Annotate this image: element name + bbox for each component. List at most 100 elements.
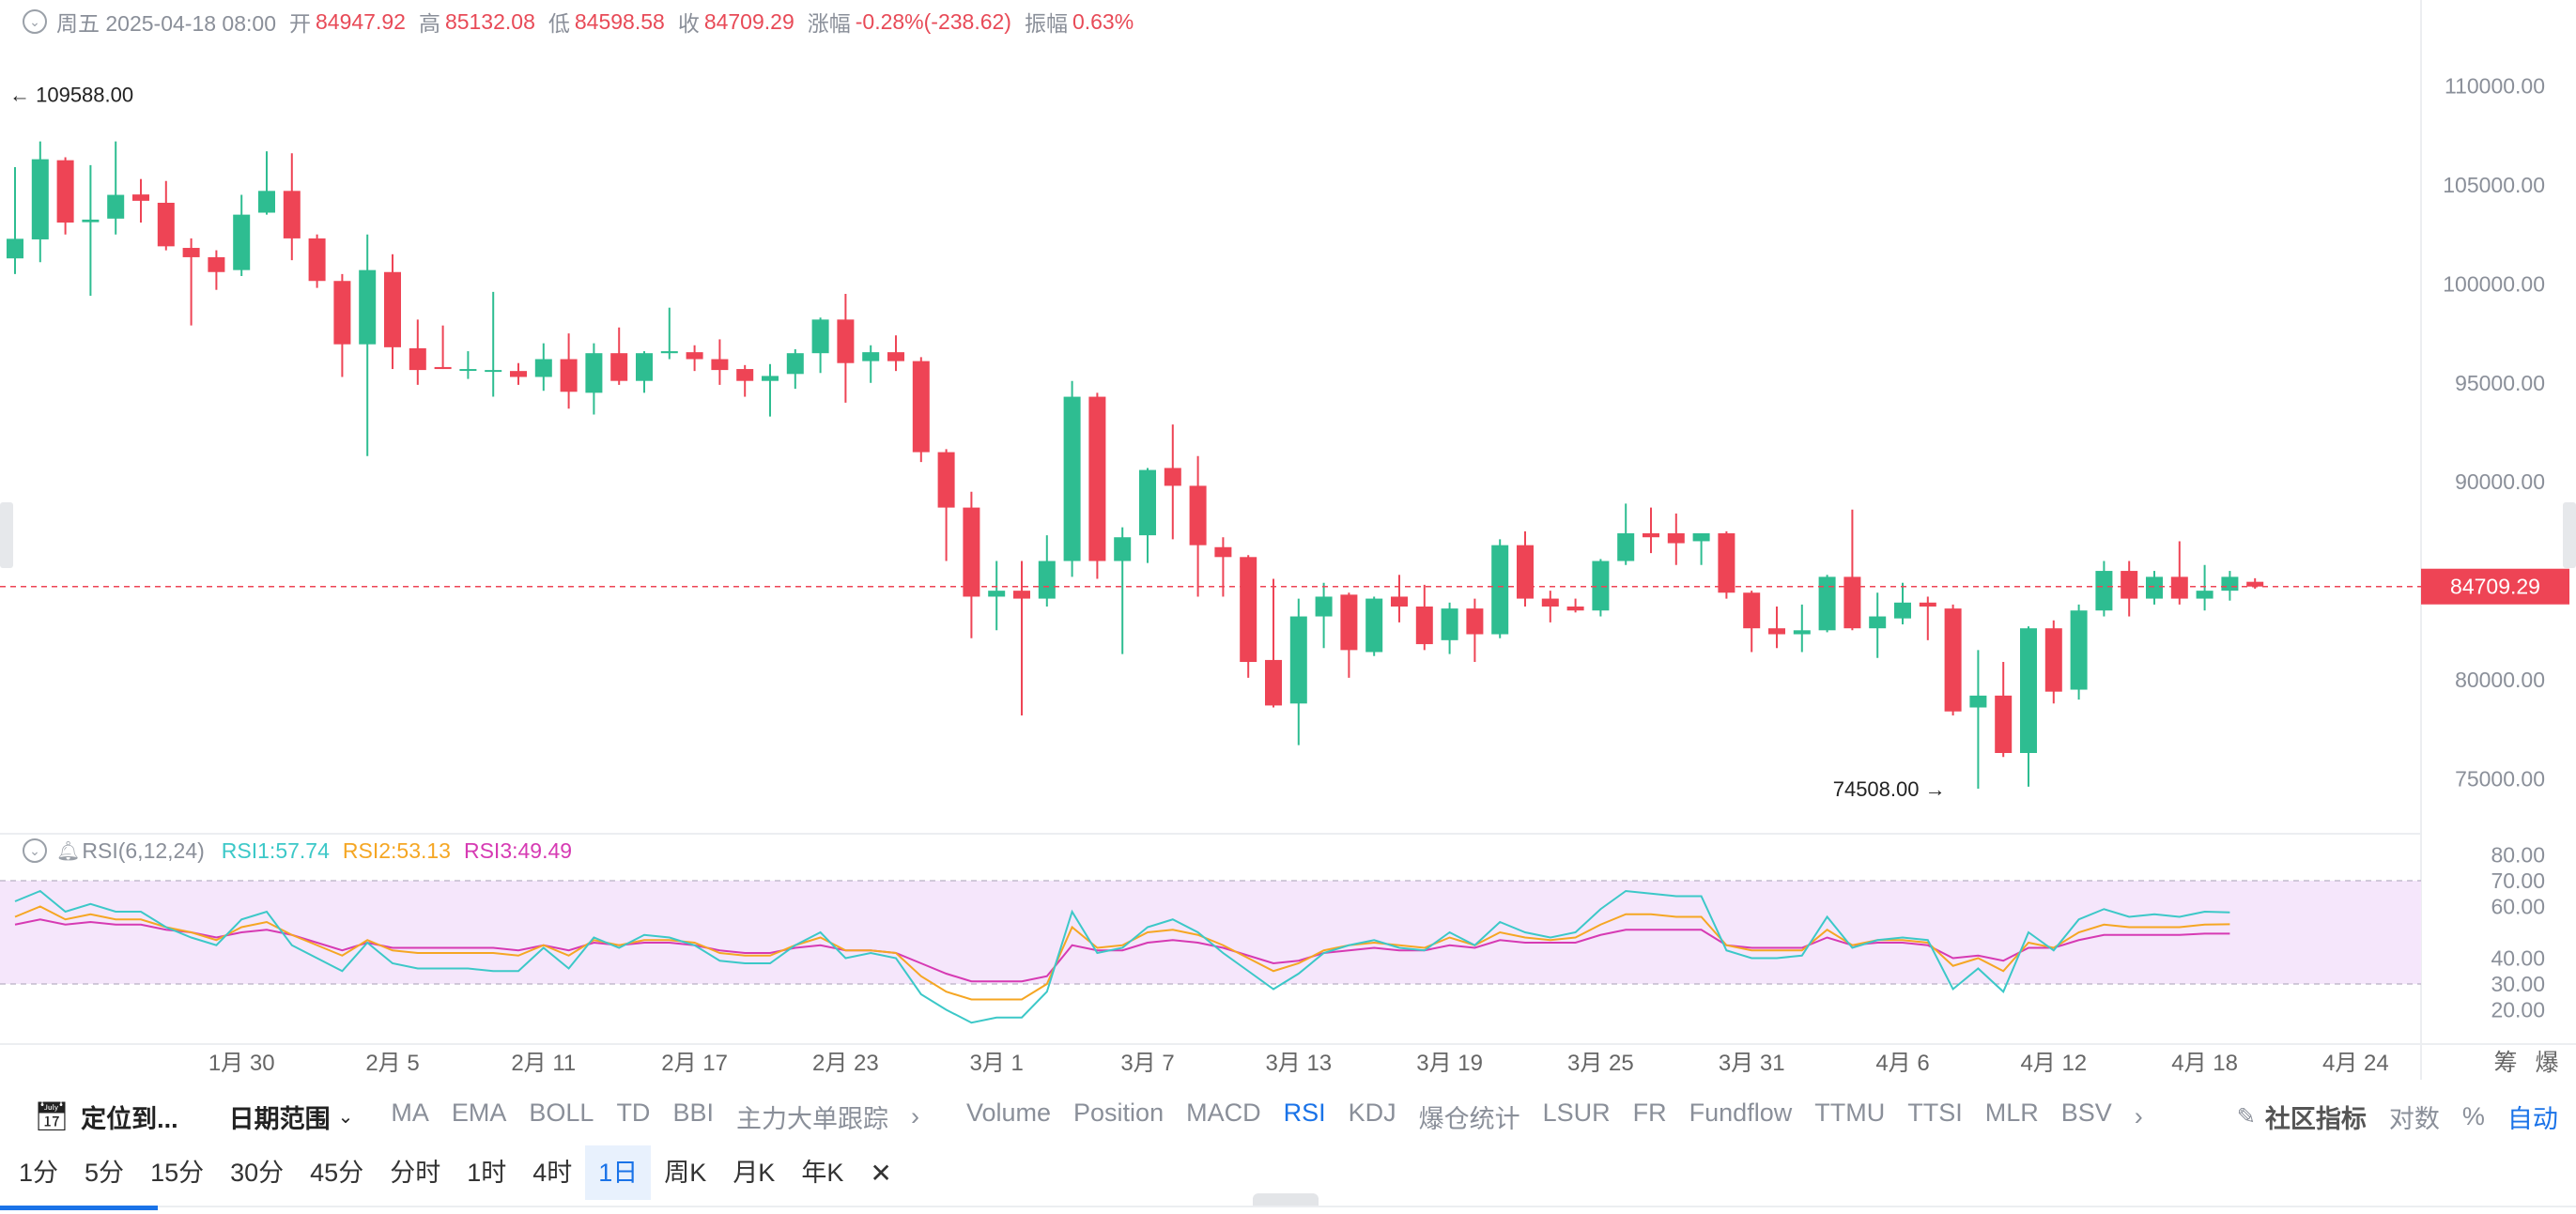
chevron-down-icon[interactable]: ⌄ bbox=[23, 9, 47, 34]
sub-indicator-6[interactable]: LSUR bbox=[1542, 1098, 1611, 1127]
liquidation-button[interactable]: 爆 bbox=[2535, 1050, 2558, 1076]
rsi-tick-label: 70.00 bbox=[2491, 868, 2545, 893]
time-tick-label: 3月 19 bbox=[1416, 1051, 1483, 1076]
panel-resize-handle[interactable] bbox=[1253, 1193, 1319, 1206]
candle-body bbox=[988, 591, 1006, 597]
chevron-down-icon[interactable]: ⌄ bbox=[337, 1106, 354, 1128]
timeframe-7[interactable]: 4时 bbox=[532, 1159, 573, 1187]
indicator-0[interactable]: MA bbox=[391, 1098, 429, 1127]
sub-indicator-10[interactable]: TTSI bbox=[1907, 1098, 1963, 1127]
candle-body bbox=[1919, 602, 1936, 607]
time-tick-label: 3月 25 bbox=[1567, 1051, 1634, 1076]
current-price-tag bbox=[2421, 568, 2569, 605]
candle-body bbox=[333, 281, 351, 345]
log-scale-button[interactable]: 对数 bbox=[2388, 1104, 2440, 1133]
indicator-1[interactable]: EMA bbox=[451, 1098, 507, 1127]
kline-chart[interactable]: 110000.00 105000.00 100000.00 95000.00 90000… bbox=[0, 0, 2576, 1080]
candle-body bbox=[686, 352, 703, 360]
max-price-annotation: ← 109588.00 bbox=[9, 83, 133, 106]
auto-scale-button[interactable]: 自动 bbox=[2507, 1104, 2558, 1133]
time-tick-label: 3月 1 bbox=[970, 1051, 1024, 1076]
candle-body bbox=[1441, 608, 1458, 640]
open-value: 84947.92 bbox=[316, 8, 406, 34]
timeframe-1[interactable]: 5分 bbox=[85, 1159, 125, 1187]
time-tick-label: 4月 24 bbox=[2322, 1051, 2389, 1076]
indicator-5[interactable]: 主力大单跟踪 bbox=[735, 1104, 888, 1133]
chip-distribution-button[interactable]: 筹 bbox=[2493, 1050, 2517, 1076]
indicator-2[interactable]: BOLL bbox=[529, 1098, 594, 1127]
edit-icon[interactable]: ✎ bbox=[2236, 1103, 2256, 1129]
timeframe-11[interactable]: 年K bbox=[801, 1159, 844, 1187]
left-panel-tab[interactable] bbox=[0, 502, 13, 568]
date-range-button[interactable]: 日期范围 bbox=[228, 1104, 331, 1133]
timeframe-5[interactable]: 分时 bbox=[390, 1159, 441, 1187]
timeframe-8[interactable]: 1日 bbox=[585, 1145, 652, 1200]
candle-body bbox=[2196, 591, 2214, 599]
community-indicator-button[interactable]: 社区指标 bbox=[2264, 1104, 2367, 1133]
sub-indicator-1[interactable]: Position bbox=[1073, 1098, 1165, 1127]
timeframe-10[interactable]: 月K bbox=[733, 1159, 776, 1187]
right-panel-tab[interactable] bbox=[2563, 502, 2576, 568]
sub-indicator-12[interactable]: BSV bbox=[2060, 1098, 2112, 1127]
price-tick-label: 105000.00 bbox=[2443, 173, 2545, 197]
timeframe-bar: 1分 5分 15分 30分 45分 分时 1时 4时 1日 周K 月K 年K ✕ bbox=[0, 1145, 905, 1200]
sub-indicator-7[interactable]: FR bbox=[1632, 1098, 1667, 1127]
amplitude-label: 振幅 bbox=[1024, 11, 1068, 36]
change-value: -0.28%(-238.62) bbox=[855, 8, 1011, 34]
candle-body bbox=[283, 191, 301, 238]
locate-button[interactable]: 定位到... bbox=[81, 1104, 178, 1133]
sub-indicator-2[interactable]: MACD bbox=[1186, 1098, 1261, 1127]
candle-body bbox=[786, 353, 804, 375]
candle-body bbox=[1818, 576, 1836, 631]
chevron-down-icon[interactable]: ⌄ bbox=[23, 838, 47, 863]
timeframe-0[interactable]: 1分 bbox=[19, 1159, 59, 1187]
candle-body bbox=[2020, 628, 2037, 753]
calendar-icon[interactable]: 📅︎ bbox=[34, 1100, 70, 1132]
timeframe-4[interactable]: 45分 bbox=[310, 1159, 364, 1187]
indicator-4[interactable]: BBI bbox=[672, 1098, 714, 1127]
sub-indicator-4[interactable]: KDJ bbox=[1348, 1098, 1396, 1127]
bell-icon[interactable]: 🔔︎ bbox=[56, 840, 81, 862]
ohlc-info-bar: ⌄ 周五 2025-04-18 08:00 开 84947.92 高 85132.0… bbox=[23, 6, 1134, 38]
sub-indicator-11[interactable]: MLR bbox=[1984, 1098, 2039, 1127]
active-tab-indicator bbox=[0, 1206, 158, 1210]
change-label: 涨幅 bbox=[807, 11, 851, 36]
time-tick-label: 4月 12 bbox=[2020, 1051, 2087, 1076]
sub-indicator-0[interactable]: Volume bbox=[965, 1098, 1052, 1127]
candle-body bbox=[233, 214, 251, 270]
timeframe-2[interactable]: 15分 bbox=[150, 1159, 205, 1187]
time-tick-label: 4月 18 bbox=[2171, 1051, 2238, 1076]
timeframe-9[interactable]: 周K bbox=[664, 1159, 707, 1187]
time-tick-label: 2月 17 bbox=[661, 1051, 728, 1076]
candle-body bbox=[1340, 594, 1358, 651]
sub-indicator-3[interactable]: RSI bbox=[1283, 1098, 1326, 1127]
candle-body bbox=[1768, 628, 1785, 635]
candle-body bbox=[1063, 396, 1081, 561]
percent-scale-button[interactable]: % bbox=[2461, 1101, 2485, 1130]
sub-indicator-5[interactable]: 爆仓统计 bbox=[1418, 1104, 1520, 1133]
chevron-right-icon[interactable]: › bbox=[2134, 1101, 2143, 1130]
time-tick-label: 2月 5 bbox=[365, 1051, 419, 1076]
candle-body bbox=[1718, 533, 1735, 593]
candle-body bbox=[736, 369, 754, 381]
timeframe-6[interactable]: 1时 bbox=[467, 1159, 507, 1187]
candle-body bbox=[7, 238, 23, 259]
candle-body bbox=[837, 319, 855, 363]
close-icon[interactable]: ✕ bbox=[870, 1158, 892, 1188]
sub-indicator-8[interactable]: Fundflow bbox=[1689, 1098, 1793, 1127]
indicator-3[interactable]: TD bbox=[616, 1098, 651, 1127]
candle-body bbox=[1214, 546, 1232, 558]
rsi2-value: RSI2:53.13 bbox=[342, 838, 451, 863]
candle-body bbox=[1315, 596, 1333, 617]
candle-body bbox=[208, 256, 225, 272]
rsi-legend: ⌄ 🔔︎ RSI(6,12,24) RSI1:57.74 RSI2:53.13 … bbox=[23, 836, 572, 866]
price-tick-label: 110000.00 bbox=[2445, 74, 2545, 99]
main-indicator-list: MA EMA BOLL TD BBI 主力大单跟踪 bbox=[391, 1099, 911, 1135]
candle-body bbox=[1240, 557, 1257, 663]
chevron-right-icon[interactable]: › bbox=[910, 1101, 919, 1130]
candle-body bbox=[610, 353, 628, 381]
rsi3-value: RSI3:49.49 bbox=[463, 838, 573, 863]
timeframe-3[interactable]: 30分 bbox=[230, 1159, 285, 1187]
sub-indicator-9[interactable]: TTMU bbox=[1814, 1098, 1886, 1127]
candle-body bbox=[887, 352, 904, 361]
